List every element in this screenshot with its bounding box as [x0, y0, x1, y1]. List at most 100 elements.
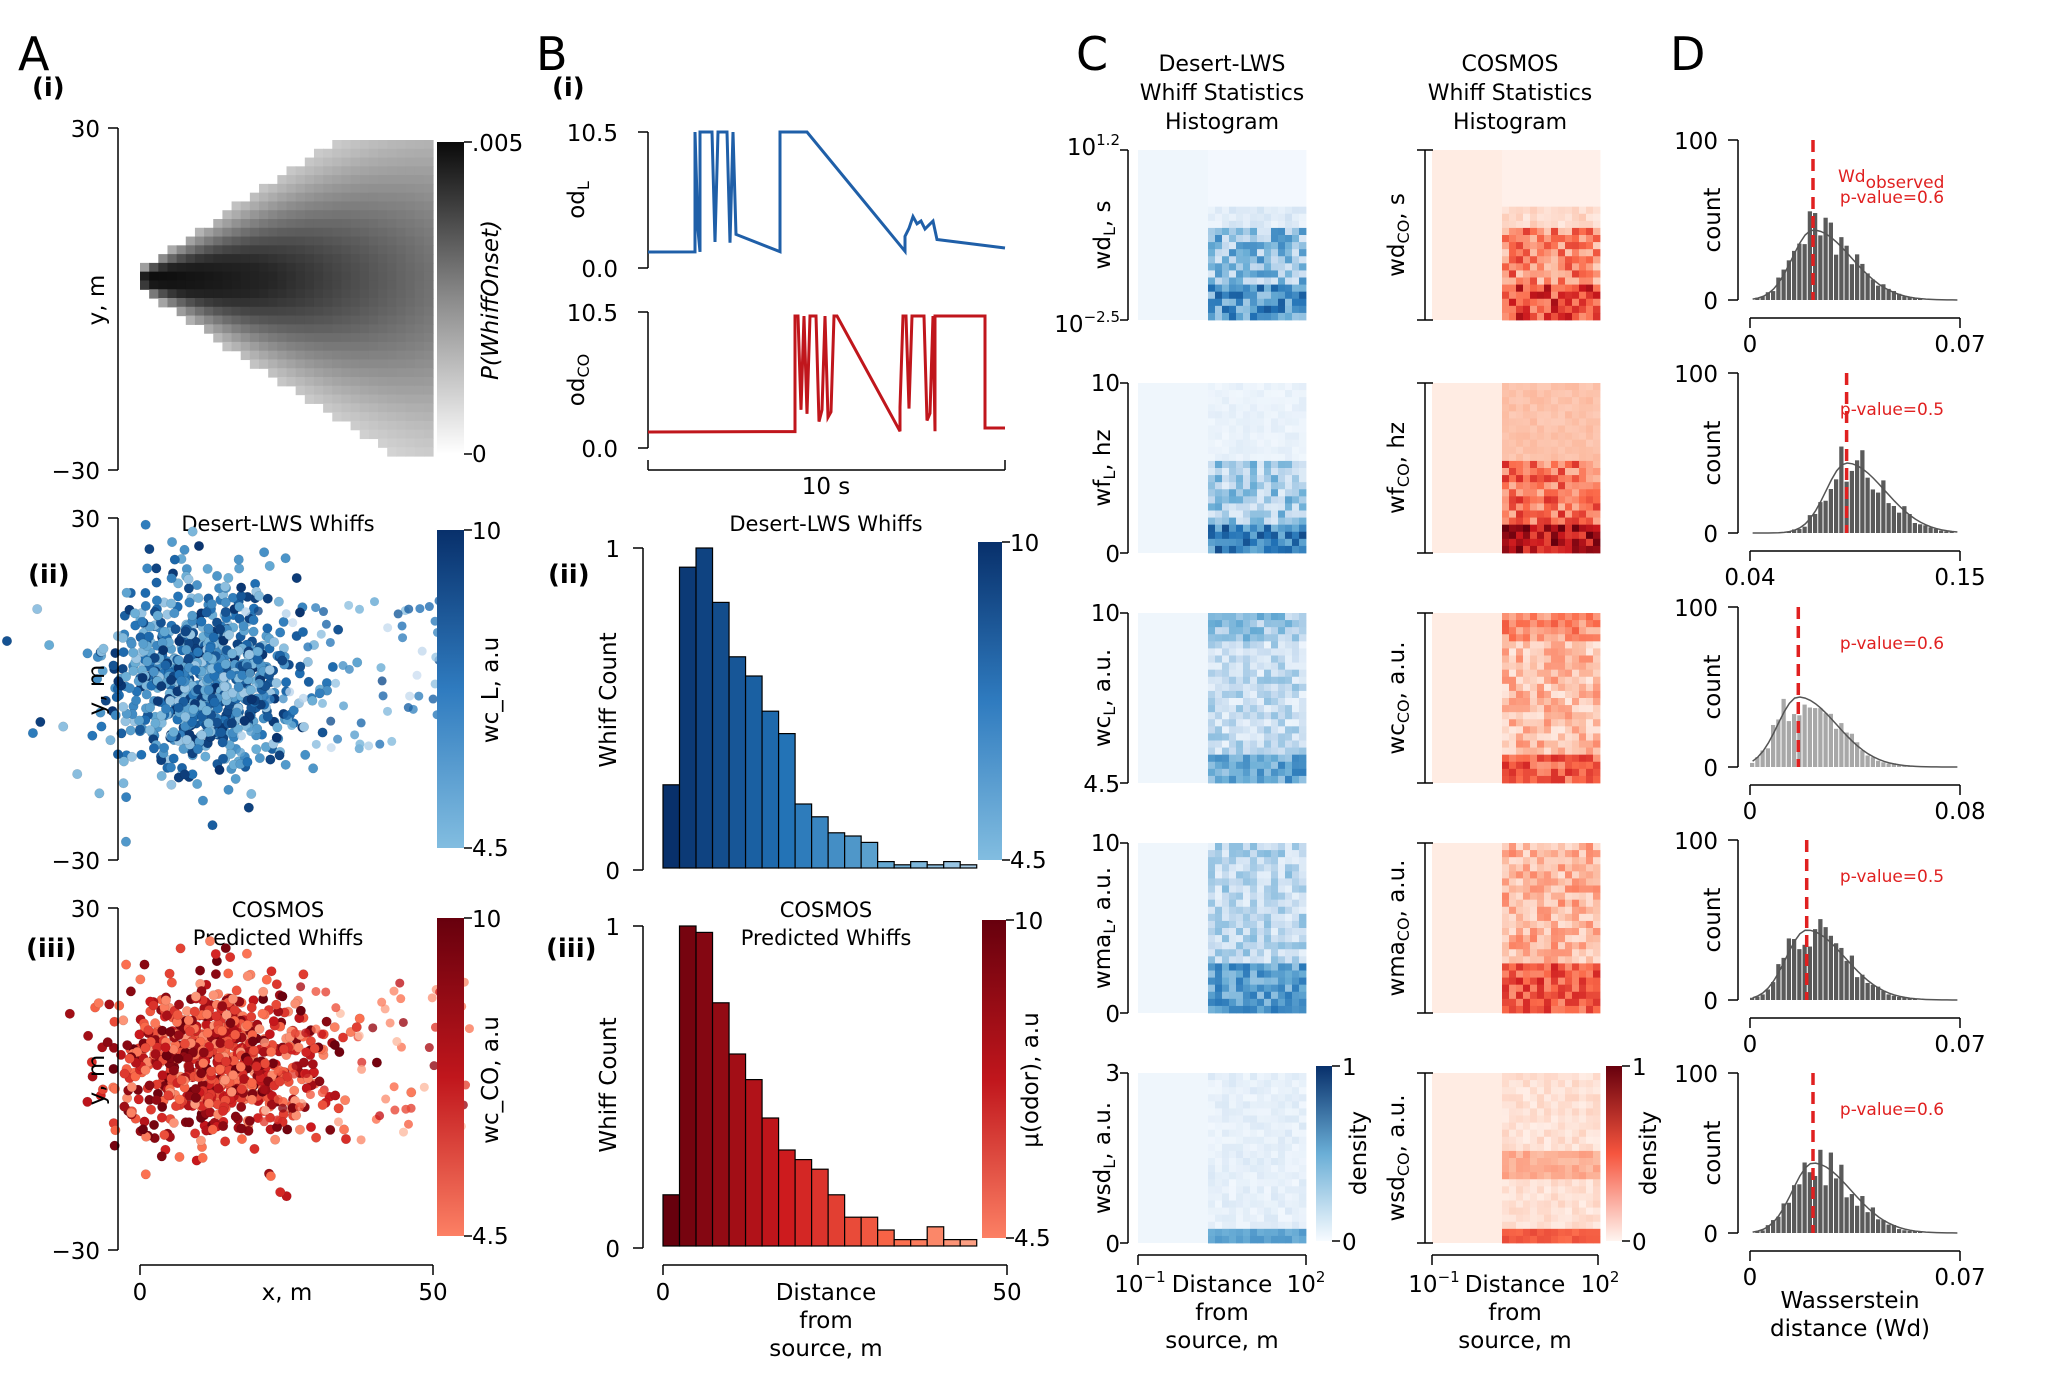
- heat-cell: [396, 298, 407, 308]
- whiff-point: [357, 1064, 367, 1074]
- heatmap-cell: [1509, 383, 1517, 391]
- whiff-point: [134, 715, 145, 726]
- heatmap-cell: [1292, 418, 1300, 426]
- heatmap-cell: [1579, 439, 1587, 448]
- heatmap-cell: [1516, 157, 1524, 165]
- heat-cell: [405, 420, 416, 431]
- heatmap-cell: [1208, 648, 1216, 656]
- whiff-point: [291, 1061, 301, 1071]
- heatmap-cell: [1264, 404, 1272, 412]
- heatmap-cell: [1278, 256, 1286, 264]
- whiff-point: [184, 1026, 196, 1037]
- heat-cell: [185, 245, 196, 255]
- c-ytick: 101.2: [1067, 131, 1120, 161]
- heatmap-cell: [1215, 524, 1223, 533]
- heatmap-cell: [1250, 991, 1258, 1000]
- heat-cell: [423, 341, 434, 352]
- heatmap-cell: [1257, 899, 1265, 908]
- heatmap-cell: [1222, 199, 1230, 208]
- whiff-point: [227, 648, 238, 659]
- heatmap-cell: [1544, 284, 1552, 293]
- heat-cell: [378, 175, 388, 185]
- heat-cell: [149, 280, 159, 290]
- heat-cell: [304, 245, 315, 255]
- heatmap-cell: [1579, 298, 1587, 307]
- heat-cell: [341, 148, 352, 159]
- heatmap-cell: [1579, 768, 1587, 777]
- heatmap-cell: [1229, 683, 1237, 692]
- heatmap-cell: [1502, 432, 1510, 441]
- whiff-point: [233, 554, 244, 565]
- heatmap-cell: [1530, 235, 1538, 243]
- heatmap-cell: [1250, 754, 1258, 763]
- whiff-point: [271, 979, 282, 990]
- heatmap-cell: [1257, 482, 1265, 490]
- heatmap-cell: [1243, 291, 1251, 300]
- heatmap-cell: [1229, 627, 1237, 635]
- heatmap-cell: [1222, 998, 1230, 1007]
- heatmap-cell: [1250, 397, 1258, 405]
- histogram-bar: [877, 860, 895, 869]
- heatmap-cell: [1509, 157, 1517, 165]
- heatmap-cell: [1572, 613, 1580, 621]
- heatmap-cell: [1586, 517, 1594, 526]
- heatmap-cell: [1579, 263, 1587, 271]
- heatmap-cell: [1271, 942, 1279, 950]
- heat-cell: [295, 236, 306, 246]
- heatmap-cell: [1236, 648, 1244, 656]
- heatmap-cell: [1502, 510, 1510, 518]
- heatmap-cell: [1537, 439, 1545, 448]
- heatmap-cell: [1572, 256, 1580, 264]
- whiff-point: [218, 1121, 229, 1132]
- heatmap-cell: [1558, 242, 1566, 250]
- heatmap-cell: [1243, 312, 1251, 321]
- heatmap-cell: [1558, 256, 1566, 264]
- a-ii-axes: 30 −30 y, m 10 4.5 wc_L, a.u: [1, 507, 509, 875]
- heat-cell: [176, 262, 187, 273]
- heatmap-cell: [1523, 754, 1531, 763]
- heat-cell: [259, 350, 269, 361]
- heatmap-cell: [1229, 503, 1237, 511]
- heatmap-cell: [1250, 698, 1258, 706]
- heatmap-cell: [1579, 404, 1587, 412]
- heatmap-cell: [1551, 496, 1559, 504]
- heatmap-cell: [1222, 970, 1230, 978]
- heatmap-cell: [1208, 970, 1216, 978]
- heatmap-cell: [1229, 857, 1237, 865]
- heatmap-cell: [1285, 662, 1293, 671]
- heatmap-cell: [1257, 270, 1265, 278]
- whiff-point: [272, 722, 283, 733]
- whiff-point: [201, 607, 212, 618]
- heatmap-cell: [1516, 676, 1524, 685]
- b-iii-colorbar: [982, 920, 1006, 1238]
- heat-cell: [249, 201, 260, 211]
- heat-cell: [313, 210, 324, 220]
- heat-cell: [313, 192, 324, 203]
- heatmap-cell: [1558, 150, 1566, 158]
- heatmap-cell: [1558, 460, 1566, 469]
- heatmap-cell: [1516, 270, 1524, 278]
- heatmap-cell: [1215, 935, 1223, 943]
- heatmap-cell: [1544, 517, 1552, 526]
- scalebar-label: 10 s: [802, 474, 851, 500]
- heatmap-cell: [1537, 277, 1545, 285]
- heatmap-cell: [1558, 468, 1566, 476]
- heatmap-cell: [1572, 192, 1580, 200]
- heatmap-cell: [1502, 676, 1510, 685]
- heatmap-cell: [1292, 171, 1300, 179]
- heatmap-cell: [1236, 747, 1244, 756]
- heatmap-cell: [1558, 270, 1566, 278]
- heatmap-cell: [1222, 683, 1230, 692]
- heat-cell: [140, 271, 150, 282]
- heat-cell: [332, 157, 343, 167]
- heat-cell: [222, 245, 233, 255]
- whiff-point: [330, 1090, 341, 1101]
- heatmap-cell: [1586, 705, 1594, 713]
- a-i-axes: 30 −30 y, m .005 0 P(WhiffOnset): [51, 117, 523, 485]
- heatmap-cell: [1516, 220, 1524, 229]
- heatmap-cell: [1299, 249, 1307, 257]
- heatmap-cell: [1509, 690, 1517, 699]
- heatmap-cell: [1551, 613, 1559, 621]
- heatmap-cell: [1208, 613, 1216, 621]
- heatmap-cell: [1271, 634, 1279, 642]
